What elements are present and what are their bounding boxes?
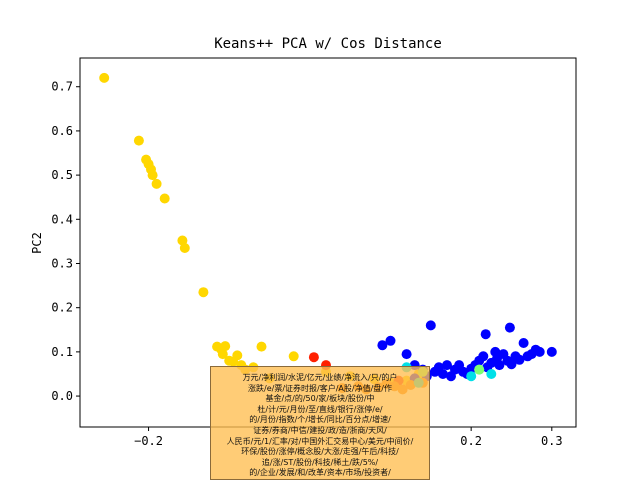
annotation-line: 杜/计/元/月份/至/直线/银行/涨停/e/ bbox=[257, 404, 383, 414]
data-point-cluster-1 bbox=[534, 346, 545, 357]
annotation-line: 涨跌/e/票/证券时报/客户/A股/净值/盘/作 bbox=[248, 383, 392, 393]
data-point-cluster-4 bbox=[466, 371, 477, 382]
annotation-line: 证券/券商/中信/建投/政/造/浙商/天风/ bbox=[253, 425, 387, 435]
annotation-lines: 万元/净利润/水泥/亿元/业绩/净流入/只/的户 涨跌/e/票/证券时报/客户/… bbox=[211, 367, 429, 479]
data-point-cluster-1 bbox=[546, 346, 557, 357]
data-point-cluster-1 bbox=[385, 335, 396, 346]
data-point-cluster-0 bbox=[220, 341, 231, 352]
data-point-cluster-1 bbox=[425, 320, 436, 331]
data-point-cluster-0 bbox=[147, 170, 158, 181]
data-point-cluster-5 bbox=[474, 364, 485, 375]
annotation-box: 万元/净利润/水泥/亿元/业绩/净流入/只/的户 涨跌/e/票/证券时报/客户/… bbox=[210, 366, 430, 480]
y-tick-label: 0.6 bbox=[51, 124, 73, 138]
y-axis-label: PC2 bbox=[30, 232, 44, 254]
axis-ticks: −0.2 0.2 0.3 0.0 0.1 0.2 0.3 0.4 0.5 0.6 0.7 bbox=[51, 80, 562, 448]
annotation-line: 人民币/元/1/汇率/对/中国外汇交易中心/美元/中间价/ bbox=[226, 436, 414, 446]
y-tick-label: 0.1 bbox=[51, 345, 73, 359]
annotation-line: 的/企业/发展/和/改革/资本/市场/投资者/ bbox=[249, 468, 391, 478]
y-tick-label: 0.2 bbox=[51, 301, 73, 315]
data-point-cluster-0 bbox=[159, 193, 170, 204]
data-point-cluster-0 bbox=[288, 351, 299, 362]
data-point-cluster-1 bbox=[437, 369, 448, 379]
data-point-cluster-0 bbox=[133, 135, 144, 146]
data-point-cluster-1 bbox=[478, 351, 489, 362]
annotation-line: 万元/净利润/水泥/亿元/业绩/净流入/只/的户 bbox=[242, 373, 398, 382]
data-point-cluster-1 bbox=[442, 360, 452, 371]
data-point-cluster-1 bbox=[504, 322, 515, 333]
data-point-cluster-0 bbox=[99, 72, 110, 83]
x-tick-label: 0.3 bbox=[541, 434, 563, 448]
data-point-cluster-1 bbox=[494, 360, 505, 371]
annotation-line: 环保/股份/涨停/概念股/大涨/走强/午后/科技/ bbox=[241, 447, 399, 457]
x-tick-label: −0.2 bbox=[134, 434, 163, 448]
annotation-line: 基金/点/的/50/家/板块/股份/中 bbox=[265, 394, 375, 404]
data-point-cluster-0 bbox=[232, 350, 243, 361]
data-point-cluster-1 bbox=[480, 329, 491, 340]
data-point-cluster-1 bbox=[518, 338, 529, 348]
y-tick-label: 0.3 bbox=[51, 256, 73, 270]
y-tick-label: 0.0 bbox=[51, 389, 73, 403]
data-point-cluster-1 bbox=[401, 349, 412, 360]
data-point-cluster-0 bbox=[256, 341, 267, 352]
data-point-cluster-0 bbox=[198, 287, 209, 298]
data-point-cluster-2 bbox=[308, 352, 319, 363]
y-tick-label: 0.4 bbox=[51, 212, 73, 226]
data-point-cluster-0 bbox=[151, 178, 162, 189]
data-point-cluster-0 bbox=[179, 243, 190, 253]
data-point-cluster-0 bbox=[177, 235, 188, 246]
chart-title: Keans++ PCA w/ Cos Distance bbox=[214, 36, 442, 52]
annotation-line: 的/月份/指数/个/增长/同比/百分点/增速/ bbox=[249, 415, 391, 425]
data-point-cluster-4 bbox=[486, 369, 497, 379]
data-point-cluster-1 bbox=[454, 360, 465, 371]
data-point-cluster-1 bbox=[377, 340, 388, 351]
data-point-cluster-1 bbox=[514, 354, 525, 365]
data-point-cluster-1 bbox=[506, 359, 517, 370]
data-point-cluster-0 bbox=[217, 349, 228, 360]
annotation-line: 追/涨/ST/股份/科技/稀土/跌/5%/ bbox=[261, 457, 379, 467]
y-tick-label: 0.7 bbox=[51, 80, 73, 94]
x-tick-label: 0.2 bbox=[460, 434, 482, 448]
y-tick-label: 0.5 bbox=[51, 168, 73, 182]
